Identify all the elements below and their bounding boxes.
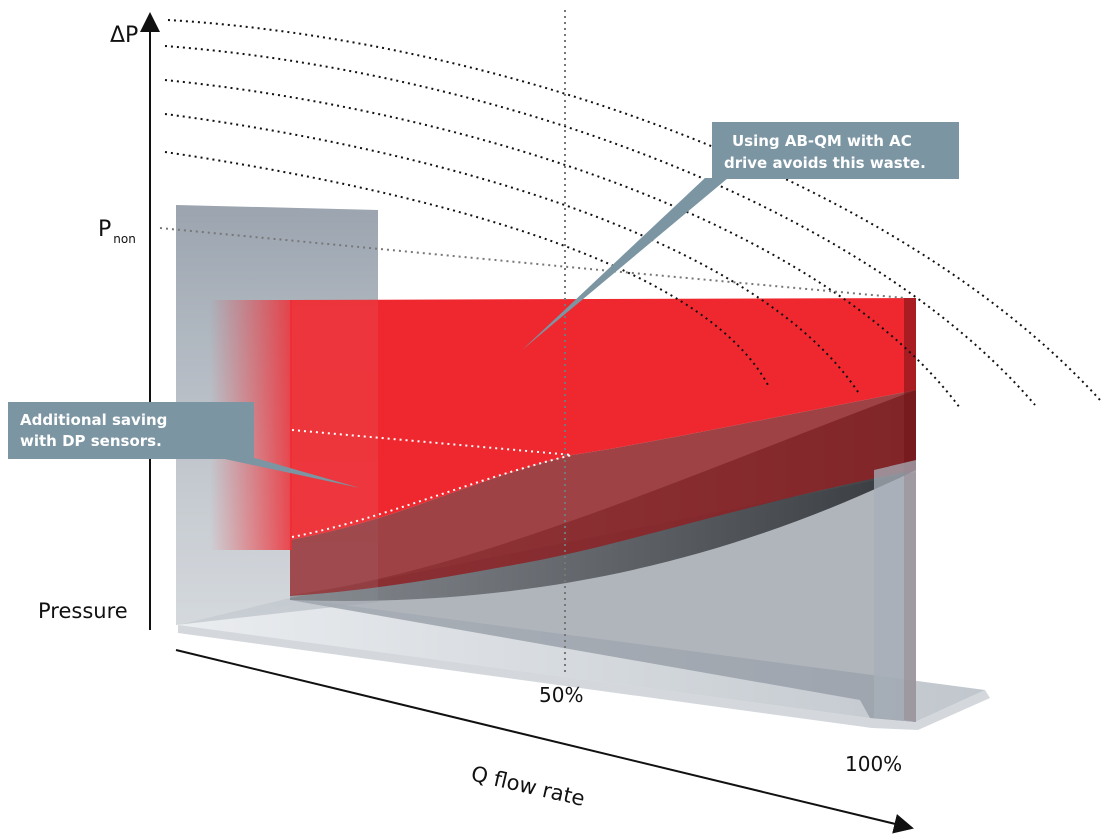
red-waste-area xyxy=(290,298,916,540)
ac-drive-callout-line1: Using AB-QM with AC xyxy=(732,132,912,150)
floor-plane xyxy=(178,598,985,722)
dp-sensors-callout-box xyxy=(8,402,254,459)
q-flow-rate-label: Q flow rate xyxy=(469,761,587,810)
dp-sensors-callout-pointer xyxy=(220,458,360,488)
x-axis xyxy=(175,649,914,834)
pressure-label: Pressure xyxy=(38,599,128,623)
ac-drive-callout-pointer xyxy=(522,178,728,350)
grey-volume xyxy=(290,472,916,722)
p-non-subscript: non xyxy=(113,232,136,246)
ac-drive-callout-line2: drive avoids this waste. xyxy=(724,154,926,172)
pump-curve-3 xyxy=(164,79,961,409)
tick-50-label: 50% xyxy=(539,683,583,707)
pump-curve-1 xyxy=(167,19,1101,401)
right-pillar xyxy=(874,460,916,722)
p-non-main: P xyxy=(98,217,111,242)
dp-line-upper xyxy=(291,429,573,456)
dp-sensors-callout-line1: Additional saving xyxy=(20,411,167,429)
dark-red-band xyxy=(290,390,916,596)
tick-100-label: 100% xyxy=(845,752,902,776)
pump-curves xyxy=(164,19,1101,409)
dp-sensors-callout-line2: with DP sensors. xyxy=(20,432,162,450)
delta-p-label: ΔP xyxy=(110,23,138,48)
front-glass-panel xyxy=(176,205,378,625)
ac-drive-callout-box xyxy=(712,122,959,179)
dp-sensor-lines xyxy=(291,429,573,538)
